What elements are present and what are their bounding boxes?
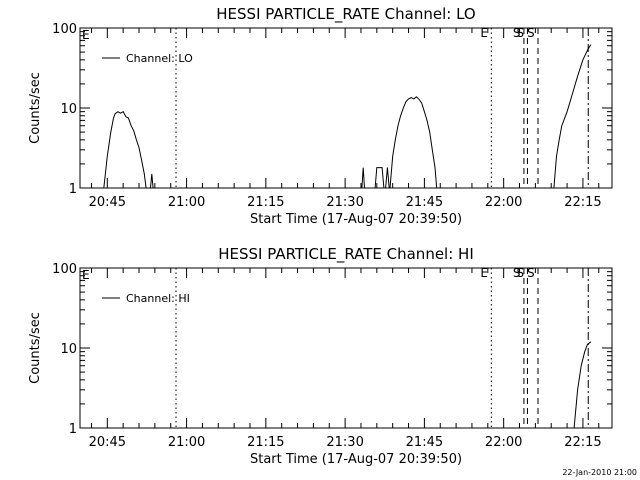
event-marker-label: S xyxy=(513,266,521,280)
event-marker-label: S xyxy=(527,266,535,280)
y-axis-label: Counts/sec xyxy=(28,72,43,144)
y-tick-label: 1 xyxy=(69,422,77,437)
event-marker-label: S xyxy=(516,266,524,280)
x-tick-label: 21:15 xyxy=(247,195,284,210)
event-marker-label: S xyxy=(516,26,524,40)
event-marker-label: E xyxy=(480,266,488,280)
series-line-segment xyxy=(103,111,147,189)
legend-label: Channel: LO xyxy=(126,52,193,65)
y-tick-label: 100 xyxy=(52,22,77,37)
x-axis-label: Start Time (17-Aug-07 20:39:50) xyxy=(250,212,462,227)
legend-label: Channel: HI xyxy=(126,292,190,305)
x-tick-label: 21:45 xyxy=(406,435,443,450)
series-line-segment xyxy=(553,44,592,189)
footer-date: 22-Jan-2010 21:00 xyxy=(562,468,637,477)
x-axis-label: Start Time (17-Aug-07 20:39:50) xyxy=(250,452,462,467)
x-tick-label: 21:00 xyxy=(168,195,205,210)
series-line-segment xyxy=(361,167,365,189)
series-line-segment xyxy=(374,167,385,189)
x-tick-label: 21:30 xyxy=(326,435,363,450)
x-tick-label: 20:45 xyxy=(89,435,126,450)
series-line-segment xyxy=(385,167,390,189)
x-tick-label: 21:00 xyxy=(168,435,205,450)
x-tick-label: 22:00 xyxy=(485,435,522,450)
y-tick-label: 1 xyxy=(69,182,77,197)
event-marker-label: E xyxy=(480,26,488,40)
x-tick-label: 21:30 xyxy=(326,195,363,210)
x-tick-label: 22:15 xyxy=(564,195,601,210)
x-tick-label: 21:45 xyxy=(406,195,443,210)
x-tick-label: 22:00 xyxy=(485,195,522,210)
x-tick-label: 21:15 xyxy=(247,435,284,450)
chart-title: HESSI PARTICLE_RATE Channel: LO xyxy=(216,5,475,24)
corner-flag-label: E xyxy=(82,28,90,42)
series-line-segment xyxy=(150,173,154,189)
event-marker-label: S xyxy=(513,26,521,40)
y-tick-label: 10 xyxy=(60,342,77,357)
x-tick-label: 20:45 xyxy=(89,195,126,210)
series-line-segment xyxy=(573,341,592,429)
x-tick-label: 22:15 xyxy=(564,435,601,450)
chart-title: HESSI PARTICLE_RATE Channel: HI xyxy=(218,245,474,264)
series-line-segment xyxy=(389,96,438,189)
event-marker-label: S xyxy=(527,26,535,40)
y-tick-label: 100 xyxy=(52,262,77,277)
corner-flag-label: E xyxy=(82,268,90,282)
y-axis-label: Counts/sec xyxy=(28,312,43,384)
y-tick-label: 10 xyxy=(60,102,77,117)
